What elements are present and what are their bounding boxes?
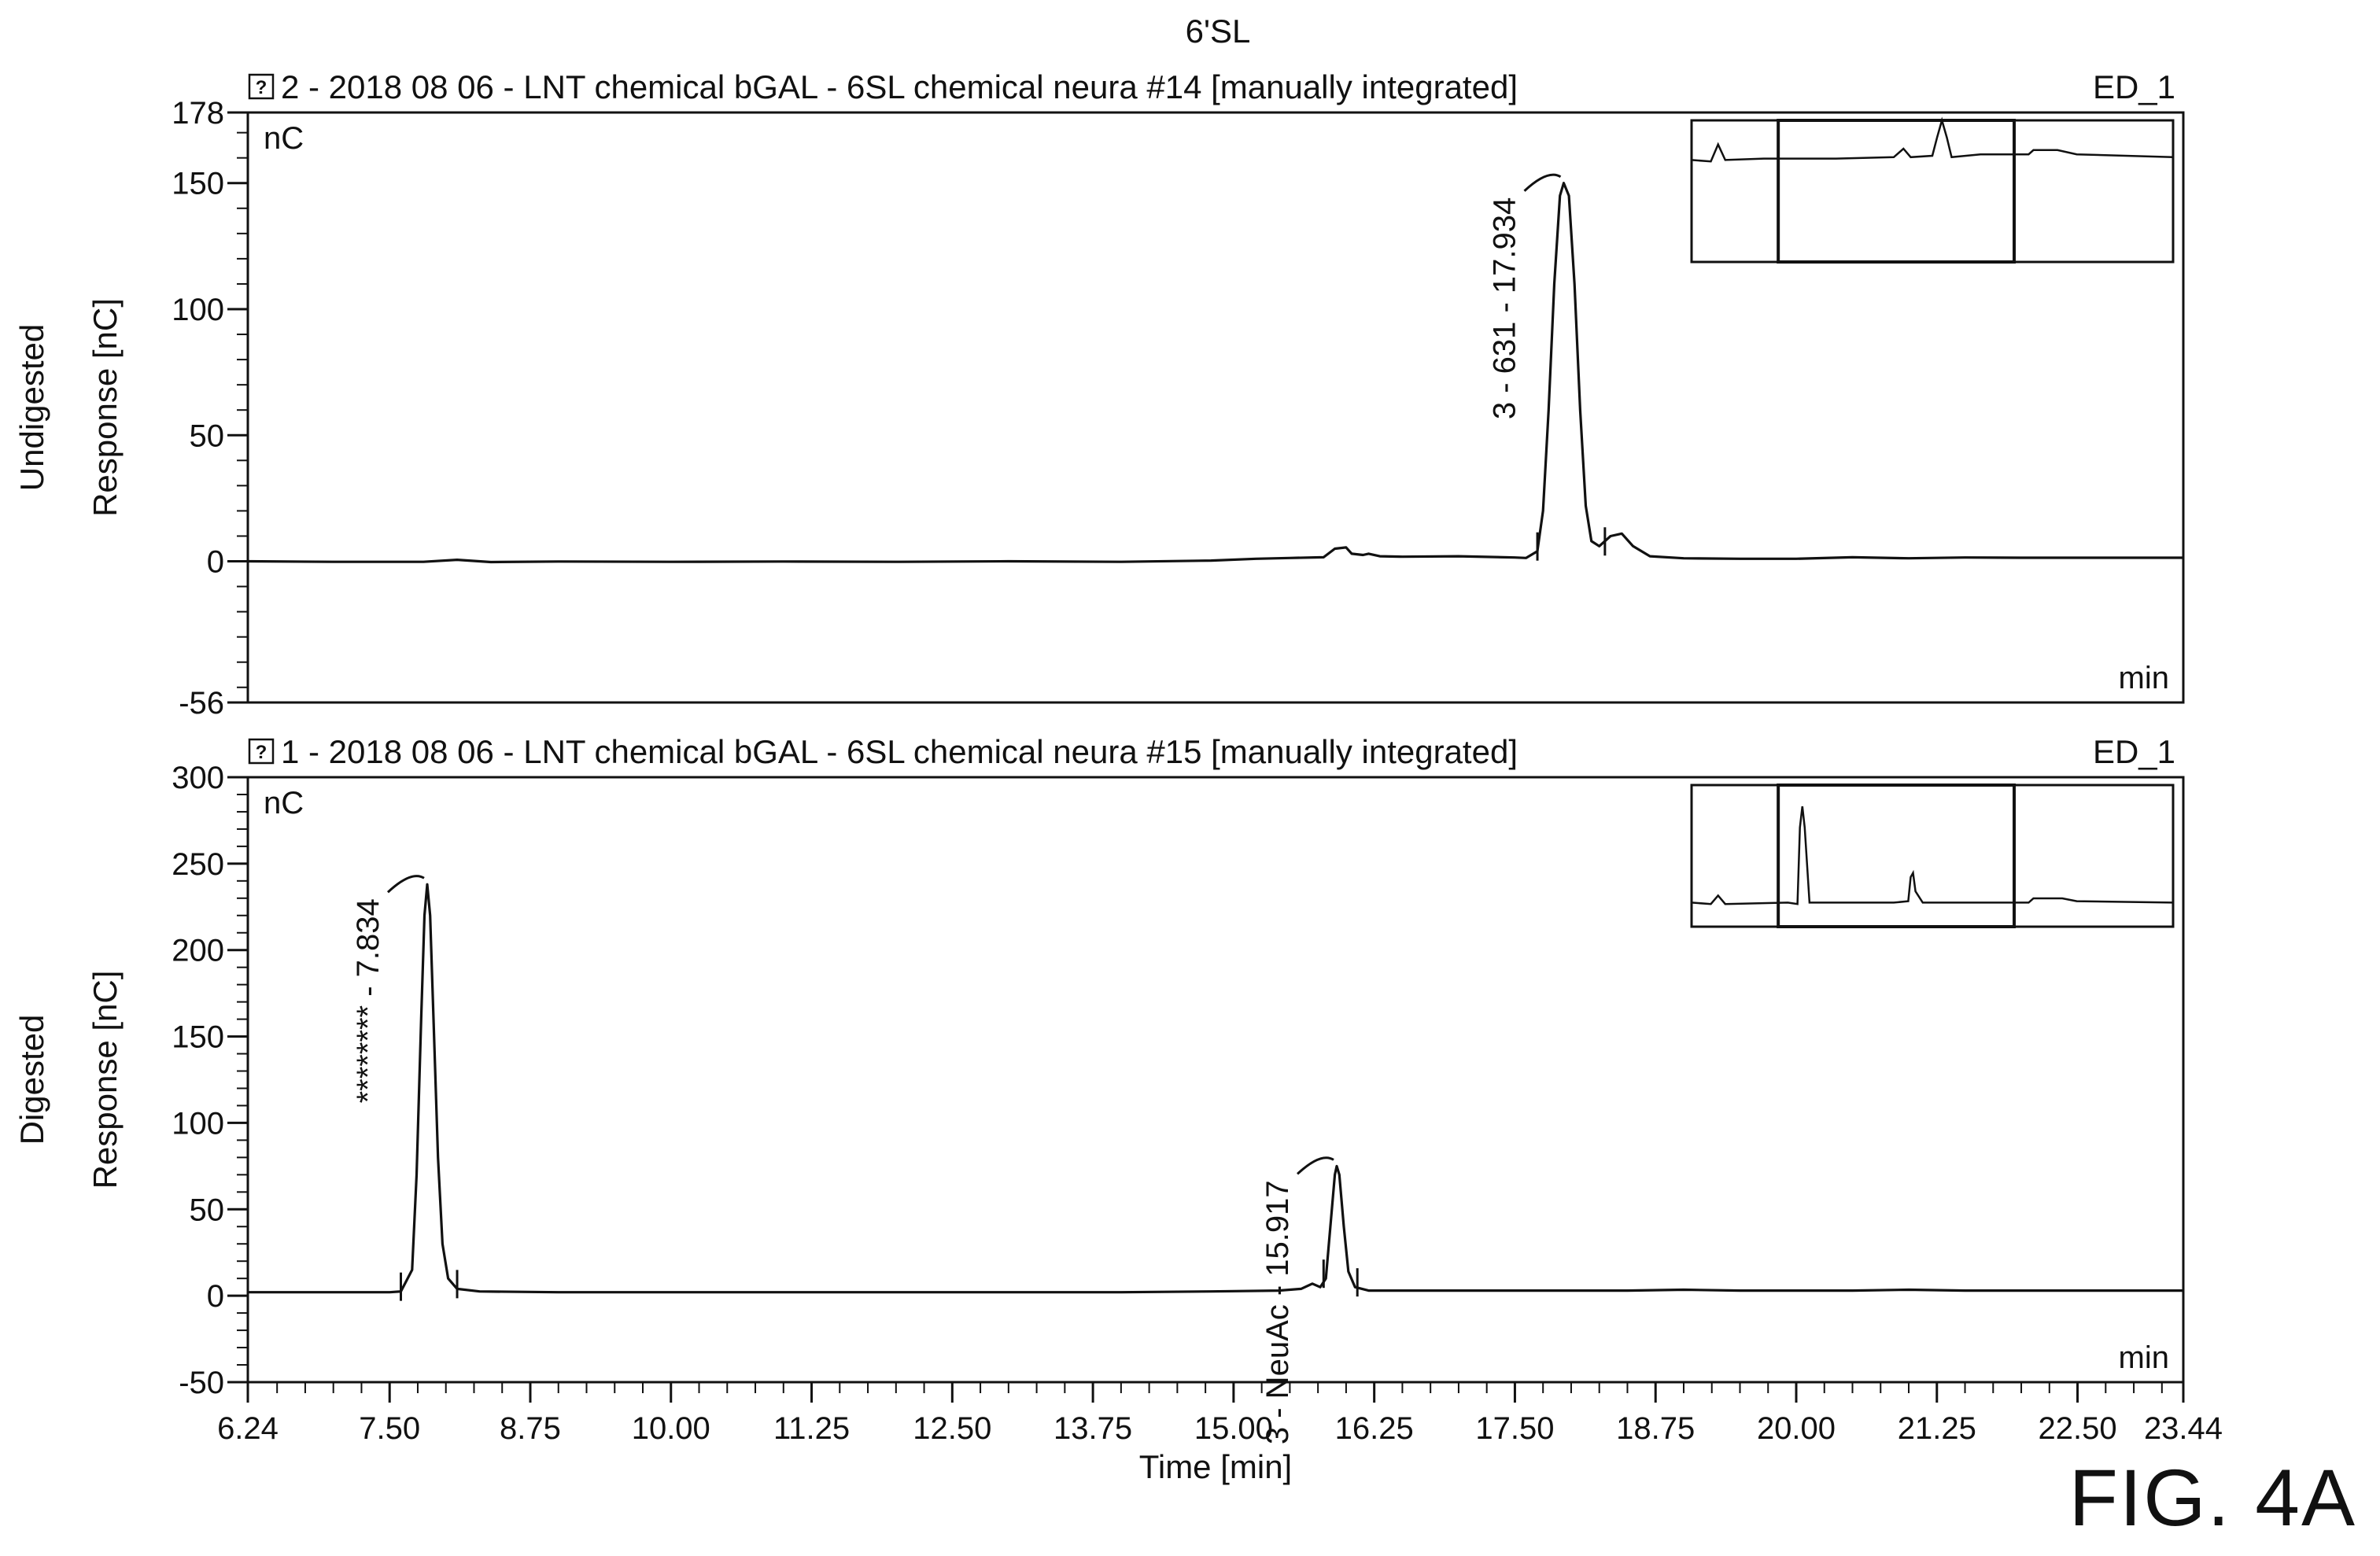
x-tick-label: 6.24 [217, 1411, 279, 1446]
x-tick-label: 23.44 [2144, 1411, 2223, 1446]
x-tick-label: 18.75 [1616, 1411, 1695, 1446]
y-tick-label: 150 [172, 1020, 224, 1055]
peak-label-connector [1523, 173, 1562, 192]
y-axis-label: Response [nC] [87, 971, 124, 1189]
y-tick-label: 200 [172, 934, 224, 968]
unit-label: nC [264, 786, 304, 820]
help-box-icon [248, 73, 275, 100]
y-axis-label: Response [nC] [87, 298, 124, 517]
help-icon-glyph: ? [256, 77, 268, 98]
x-axis-label: Time [min] [1139, 1448, 1292, 1485]
y-tick-label: -56 [179, 686, 224, 721]
x-tick-label: 10.00 [632, 1411, 710, 1446]
peak-label-connector [1297, 1156, 1334, 1175]
inset-frame [1690, 119, 2175, 264]
x-tick-label: 13.75 [1053, 1411, 1132, 1446]
y-tick-label: 0 [207, 545, 224, 580]
x-tick-label: 7.50 [359, 1411, 420, 1446]
inset-zoom-window [1777, 119, 2017, 264]
inset-trace [1691, 806, 2174, 905]
series-line-0 [248, 883, 2183, 1294]
x-tick-label: 17.50 [1475, 1411, 1554, 1446]
inset-frame [1690, 784, 2175, 928]
y-tick-label: 250 [172, 847, 224, 882]
x-tick-label: 16.25 [1335, 1411, 1414, 1446]
y-tick-label: 50 [190, 1193, 225, 1227]
x-tick-label: 11.25 [773, 1411, 850, 1446]
channel-label: ED_1 [2093, 733, 2175, 770]
x-tick-label: 20.00 [1757, 1411, 1836, 1446]
x-tick-label: 8.75 [500, 1411, 561, 1446]
peak-label: ******** - 7.834 [351, 898, 386, 1103]
row-label: Digested [13, 1015, 50, 1145]
peak-label-connector [386, 875, 425, 894]
y-tick-label: 0 [207, 1279, 224, 1314]
plot-frame [246, 111, 2185, 704]
y-tick-label: 150 [172, 167, 224, 201]
x-tick-label: 21.25 [1898, 1411, 1976, 1446]
x-tick-label: 22.50 [2039, 1411, 2117, 1446]
y-tick-label: -50 [179, 1366, 224, 1400]
y-tick-label: 100 [172, 293, 224, 327]
x-unit-label: min [2119, 1340, 2169, 1375]
unit-label: nC [264, 121, 304, 156]
inset-trace [1691, 116, 2174, 163]
y-tick-label: 178 [172, 96, 224, 131]
run-header: 1 - 2018 08 06 - LNT chemical bGAL - 6SL… [281, 733, 1518, 770]
row-label: Undigested [13, 324, 50, 491]
y-tick-label: 100 [172, 1106, 224, 1141]
help-box-icon [248, 738, 275, 765]
x-tick-label: 15.00 [1194, 1411, 1273, 1446]
peak-label: 3 - NeuAc - 15.917 [1260, 1180, 1295, 1444]
figure-title: 6'SL [1186, 13, 1251, 50]
channel-label: ED_1 [2093, 68, 2175, 105]
x-tick-label: 12.50 [913, 1411, 991, 1446]
y-tick-label: 50 [190, 418, 225, 453]
inset-zoom-window [1777, 784, 2017, 928]
peak-label: 3 - 631 - 17.934 [1488, 197, 1522, 419]
figure-label: FIG. 4A [2068, 1453, 2356, 1543]
plot-frame [246, 776, 2185, 1384]
x-unit-label: min [2119, 661, 2169, 695]
y-tick-label: 300 [172, 761, 224, 795]
help-icon-glyph: ? [256, 742, 268, 763]
run-header: 2 - 2018 08 06 - LNT chemical bGAL - 6SL… [281, 68, 1518, 105]
